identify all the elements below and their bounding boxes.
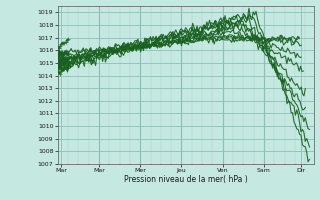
X-axis label: Pression niveau de la mer( hPa ): Pression niveau de la mer( hPa ): [124, 175, 247, 184]
